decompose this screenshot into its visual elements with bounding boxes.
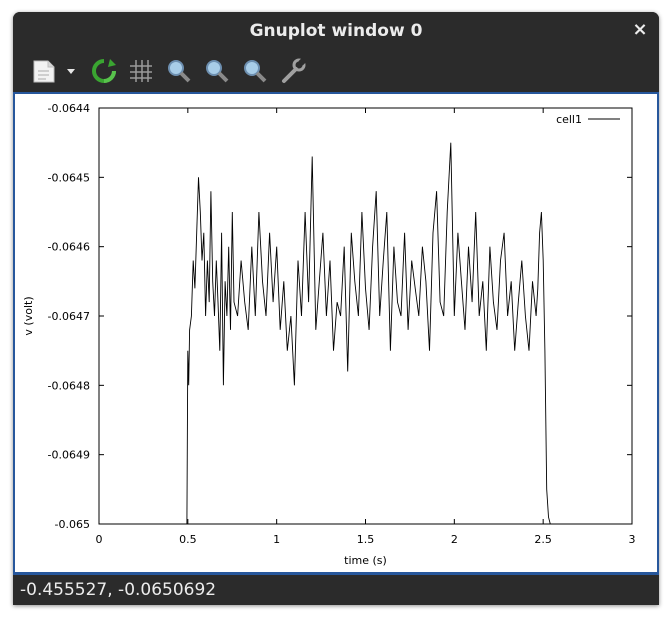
line-chart: 0 0.5 1 1.5 2 2.5 3 -0.065 -0.0649 -0.0648 -0.0647… [22,102,636,567]
y-axis-label: v (volt) [22,296,35,335]
title-bar[interactable]: Gnuplot window 0 × [13,12,659,50]
y-tick-label: -0.0647 [48,310,90,323]
series-line-cell1 [99,142,632,525]
x-tick-label: 1 [273,533,280,546]
x-tick-label: 2 [451,533,458,546]
plot-border [98,107,633,525]
export-button[interactable] [30,56,60,86]
cursor-coordinates: -0.455527, -0.0650692 [20,580,217,600]
x-tick-label: 0.5 [179,533,197,546]
zoom-previous-icon [168,60,191,83]
replot-icon [92,59,116,83]
autoscale-button[interactable] [240,56,270,86]
x-tick-label: 2.5 [534,533,552,546]
y-tick-label: -0.0645 [48,171,90,184]
toolbar [13,50,659,92]
settings-button[interactable] [278,56,308,86]
legend-label: cell1 [556,113,582,126]
y-tick-label: -0.0646 [48,241,90,254]
window-title: Gnuplot window 0 [249,21,423,41]
gnuplot-window: Gnuplot window 0 × [13,12,659,605]
autoscale-icon [244,60,267,83]
export-dropdown-button[interactable] [61,56,81,86]
settings-wrench-icon [282,57,307,83]
status-bar: -0.455527, -0.0650692 [13,575,659,605]
grid-icon [130,60,152,82]
zoom-next-button[interactable] [202,56,232,86]
x-tick-label: 1.5 [357,533,375,546]
x-tick-label: 3 [629,533,636,546]
zoom-previous-button[interactable] [164,56,194,86]
y-tick-label: -0.0649 [48,449,90,462]
grid-button[interactable] [126,56,156,86]
plot-canvas[interactable]: 0 0.5 1 1.5 2 2.5 3 -0.065 -0.0649 -0.0648 -0.0647… [15,94,657,572]
x-tick-label: 0 [96,533,103,546]
legend: cell1 [556,113,620,126]
export-icon [33,60,55,83]
y-tick-label: -0.0644 [48,102,90,115]
zoom-next-icon [206,60,229,83]
x-axis-label: time (s) [344,554,387,567]
replot-button[interactable] [89,56,119,86]
plot-frame: 0 0.5 1 1.5 2 2.5 3 -0.065 -0.0649 -0.0648 -0.0647… [13,92,659,575]
y-tick-label: -0.0648 [48,379,90,392]
dropdown-arrow-icon [67,69,75,74]
close-button[interactable]: × [632,19,648,40]
y-tick-label: -0.065 [55,518,90,531]
